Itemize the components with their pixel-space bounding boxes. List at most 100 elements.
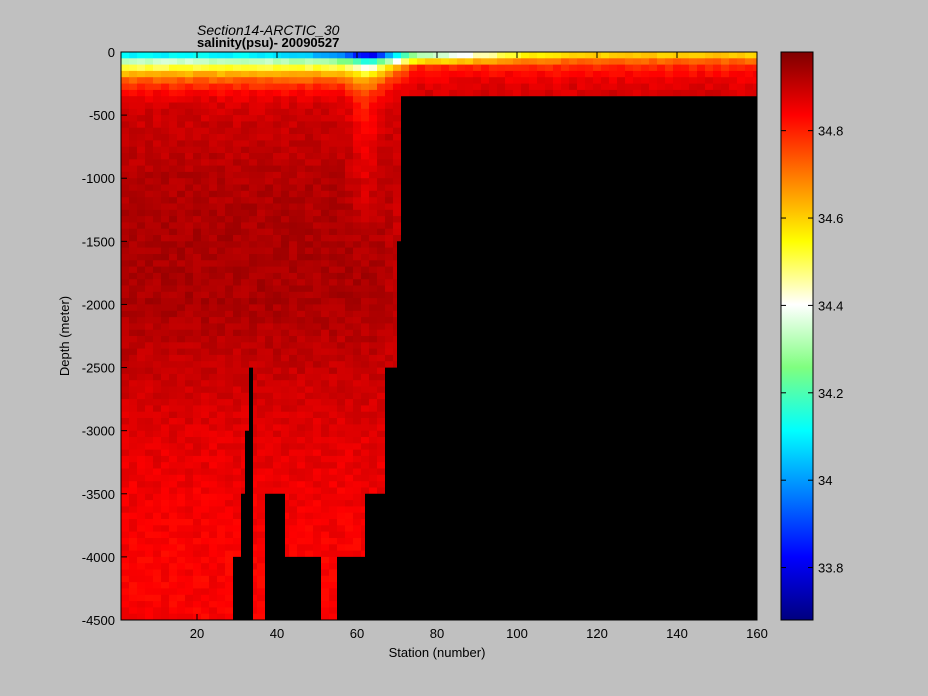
salinity-cell: [185, 254, 194, 261]
salinity-cell: [201, 411, 210, 419]
salinity-cell: [353, 203, 362, 211]
salinity-cell: [329, 216, 338, 223]
salinity-cell: [409, 58, 418, 66]
salinity-cell: [289, 285, 298, 293]
salinity-cell: [345, 550, 354, 558]
salinity-cell: [385, 310, 394, 318]
salinity-cell: [305, 89, 314, 97]
salinity-cell: [177, 96, 186, 104]
salinity-cell: [129, 216, 138, 223]
salinity-cell: [201, 361, 210, 369]
salinity-cell: [193, 323, 202, 331]
salinity-cell: [297, 323, 306, 331]
salinity-cell: [201, 538, 210, 545]
salinity-cell: [145, 108, 154, 116]
salinity-cell: [449, 58, 458, 66]
salinity-cell: [217, 58, 226, 66]
salinity-cell: [169, 298, 178, 305]
salinity-cell: [289, 329, 298, 337]
salinity-cell: [137, 291, 146, 299]
salinity-cell: [225, 266, 234, 274]
salinity-cell: [377, 52, 386, 59]
salinity-cell: [137, 474, 146, 482]
salinity-cell: [369, 272, 378, 280]
salinity-cell: [257, 468, 266, 476]
salinity-cell: [153, 64, 162, 72]
salinity-cell: [337, 127, 346, 135]
salinity-cell: [217, 197, 226, 205]
salinity-cell: [249, 563, 258, 571]
salinity-cell: [313, 474, 322, 482]
salinity-cell: [241, 336, 250, 343]
salinity-cell: [193, 354, 202, 362]
salinity-cell: [481, 70, 490, 78]
salinity-cell: [369, 140, 378, 148]
salinity-cell: [233, 77, 242, 85]
salinity-cell: [369, 52, 378, 59]
salinity-cell: [289, 127, 298, 135]
salinity-cell: [217, 468, 226, 476]
salinity-cell: [209, 601, 218, 608]
salinity-cell: [305, 506, 314, 514]
salinity-cell: [353, 317, 362, 324]
salinity-cell: [185, 102, 194, 110]
salinity-cell: [129, 323, 138, 331]
salinity-cell: [209, 317, 218, 324]
salinity-cell: [201, 102, 210, 110]
salinity-cell: [305, 430, 314, 438]
salinity-cell: [137, 197, 146, 205]
salinity-cell: [249, 203, 258, 211]
salinity-cell: [241, 272, 250, 280]
salinity-cell: [241, 64, 250, 72]
salinity-cell: [201, 70, 210, 78]
salinity-cell: [201, 481, 210, 489]
salinity-cell: [153, 500, 162, 507]
salinity-cell: [193, 544, 202, 552]
salinity-cell: [201, 197, 210, 205]
salinity-cell: [313, 380, 322, 388]
salinity-cell: [129, 430, 138, 438]
salinity-cell: [153, 89, 162, 97]
salinity-cell: [337, 380, 346, 388]
salinity-cell: [145, 474, 154, 482]
salinity-cell: [377, 272, 386, 280]
salinity-cell: [209, 178, 218, 186]
salinity-cell: [153, 279, 162, 287]
salinity-cell: [433, 83, 442, 91]
salinity-cell: [545, 89, 554, 97]
salinity-cell: [337, 323, 346, 331]
salinity-cell: [337, 121, 346, 129]
salinity-cell: [345, 525, 354, 533]
salinity-cell: [121, 83, 130, 91]
salinity-cell: [361, 228, 370, 236]
salinity-cell: [137, 140, 146, 148]
salinity-cell: [305, 392, 314, 400]
salinity-cell: [361, 386, 370, 394]
salinity-cell: [289, 487, 298, 495]
salinity-cell: [225, 184, 234, 192]
salinity-cell: [153, 108, 162, 116]
salinity-cell: [369, 254, 378, 261]
salinity-cell: [233, 222, 242, 230]
salinity-cell: [145, 588, 154, 596]
salinity-cell: [377, 96, 386, 104]
salinity-cell: [185, 266, 194, 274]
salinity-cell: [225, 310, 234, 318]
salinity-cell: [289, 197, 298, 205]
salinity-cell: [249, 209, 258, 217]
salinity-cell: [289, 235, 298, 242]
salinity-cell: [537, 77, 546, 85]
salinity-cell: [329, 197, 338, 205]
salinity-cell: [225, 70, 234, 78]
salinity-cell: [249, 89, 258, 97]
salinity-cell: [321, 64, 330, 72]
salinity-cell: [129, 140, 138, 148]
salinity-cell: [289, 544, 298, 552]
salinity-cell: [153, 285, 162, 293]
salinity-cell: [257, 291, 266, 299]
salinity-cell: [177, 197, 186, 205]
salinity-cell: [385, 272, 394, 280]
salinity-cell: [153, 367, 162, 375]
salinity-cell: [377, 380, 386, 388]
salinity-cell: [177, 247, 186, 255]
